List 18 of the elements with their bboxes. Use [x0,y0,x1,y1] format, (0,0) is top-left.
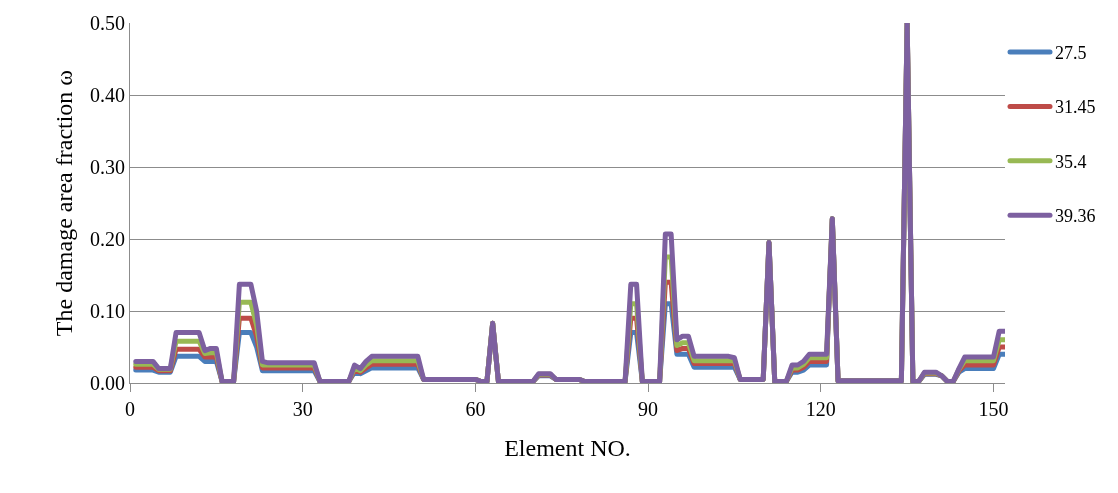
legend-label: 35.4 [1055,151,1087,172]
y-tick-label: 0.10 [90,300,125,322]
legend-label: 31.45 [1055,97,1096,118]
y-tick-label: 0.50 [90,12,125,34]
legend-label: 27.5 [1055,43,1087,64]
legend-label: 39.36 [1055,206,1096,227]
y-tick-label: 0.20 [90,228,125,250]
y-tick-label: 0.40 [90,84,125,106]
y-tick-label: 0.00 [90,372,125,394]
y-tick-label: 0.30 [90,156,125,178]
x-tick-label: 0 [125,398,135,420]
x-tick-label: 60 [465,398,486,420]
x-tick-label: 120 [805,398,836,420]
y-axis-title: The damage area fraction ω [51,69,78,337]
x-axis-title: Element NO. [504,435,631,462]
x-tick-label: 30 [292,398,313,420]
x-tick-label: 90 [638,398,659,420]
x-tick-label: 150 [978,398,1009,420]
